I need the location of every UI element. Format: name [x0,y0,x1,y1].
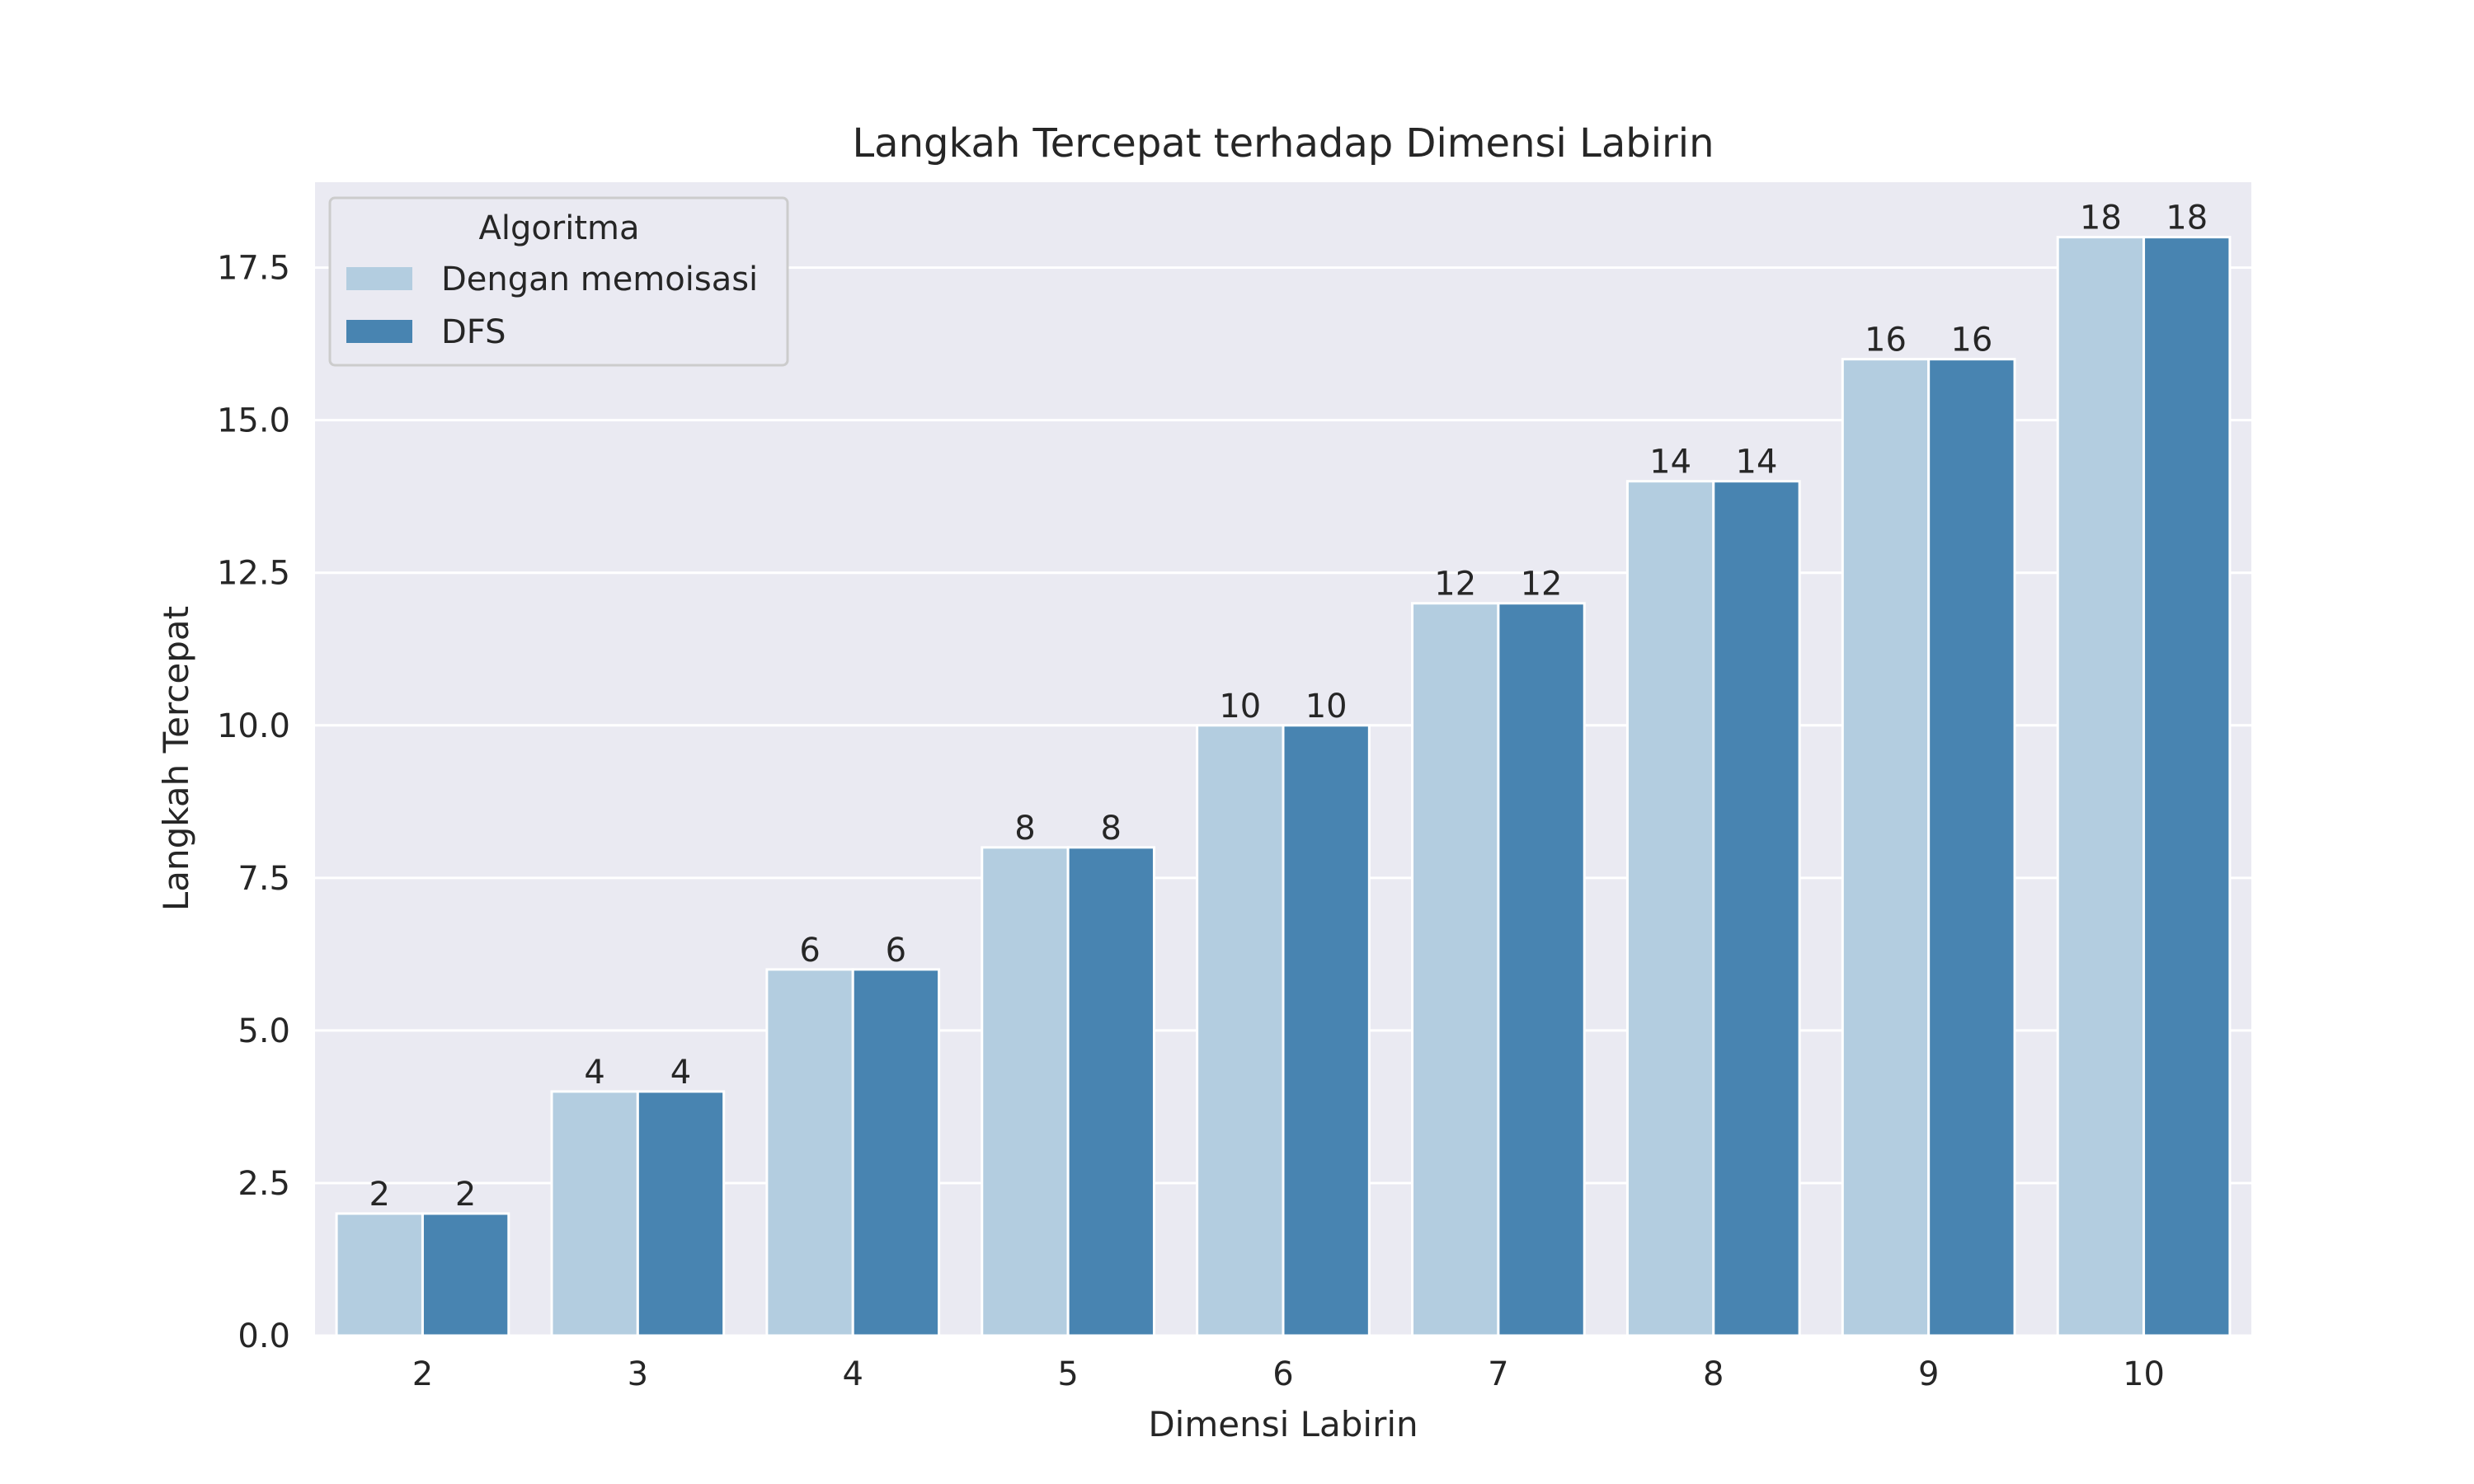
bar-value-label: 18 [2080,200,2122,237]
x-tick-label: 9 [1918,1355,1939,1393]
bar [1411,602,1500,1337]
bar [335,1212,424,1337]
y-axis-label: Langkah Tercepat [156,606,196,911]
bar-value-label: 2 [369,1176,390,1214]
bar [851,968,941,1337]
y-tick-label: 10.0 [217,707,290,745]
bar-labels: 2 2 4 4 6 6 8 8 10 10 12 12 14 14 16 16 18 18 [369,200,2208,1214]
bar-value-label: 6 [799,932,820,970]
bar-value-label: 6 [886,932,906,970]
bar-value-label: 4 [584,1054,604,1092]
bar-value-label: 4 [670,1054,691,1092]
bar-value-label: 12 [1521,566,1563,603]
bar [1066,846,1155,1337]
chart-title: Langkah Tercepat terhadap Dimensi Labiri… [852,120,1714,167]
bar [2142,236,2232,1337]
bar-value-label: 18 [2166,200,2208,237]
x-tick-label: 8 [1703,1355,1724,1393]
bars [335,236,2232,1337]
bar [1841,358,1931,1337]
y-tick-label: 5.0 [238,1012,290,1050]
bar-value-label: 2 [455,1176,476,1214]
bar [550,1090,639,1337]
bar [981,846,1070,1337]
bar-value-label: 10 [1305,688,1348,726]
y-tick-label: 15.0 [217,402,290,440]
bar-value-label: 14 [1649,444,1691,481]
bar [1927,358,2016,1337]
bar [1282,724,1371,1337]
legend-swatch-dfs [346,320,412,343]
y-tick-label: 0.0 [238,1317,290,1355]
bar [765,968,854,1337]
legend-label-dfs: DFS [441,313,506,351]
x-tick-label: 2 [412,1355,433,1393]
bar [421,1212,510,1337]
x-tick-label: 4 [842,1355,863,1393]
x-axis-ticks: 2 3 4 5 6 7 8 9 10 [412,1355,2165,1393]
x-tick-label: 7 [1488,1355,1508,1393]
legend-title: Algoritma [478,209,639,247]
legend: Algoritma Dengan memoisasi DFS [328,196,789,367]
x-tick-label: 3 [628,1355,648,1393]
y-tick-label: 17.5 [217,250,290,288]
bar-value-label: 12 [1434,566,1476,603]
y-axis-ticks: 0.0 2.5 5.0 7.5 10.0 12.5 15.0 17.5 [217,250,290,1355]
bar [1497,602,1586,1337]
x-tick-label: 6 [1272,1355,1293,1393]
bar-value-label: 8 [1101,810,1122,848]
x-axis-label: Dimensi Labirin [1148,1404,1418,1444]
bar [1625,480,1715,1337]
bar-value-label: 16 [1865,322,1907,359]
y-tick-label: 2.5 [238,1165,290,1203]
legend-swatch-dengan-memoisasi [346,267,412,290]
bar-value-label: 14 [1736,444,1778,481]
x-tick-label: 5 [1057,1355,1078,1393]
y-tick-label: 12.5 [217,555,290,593]
bar-value-label: 10 [1219,688,1261,726]
x-tick-label: 10 [2123,1355,2165,1393]
bar [1196,724,1285,1337]
bar-value-label: 8 [1014,810,1035,848]
bar-value-label: 16 [1950,322,1992,359]
bar [636,1090,726,1337]
y-tick-label: 7.5 [238,860,290,898]
legend-frame [328,196,789,367]
bar [2056,236,2146,1337]
legend-label-dengan-memoisasi: Dengan memoisasi [441,261,758,298]
bar [1712,480,1801,1337]
